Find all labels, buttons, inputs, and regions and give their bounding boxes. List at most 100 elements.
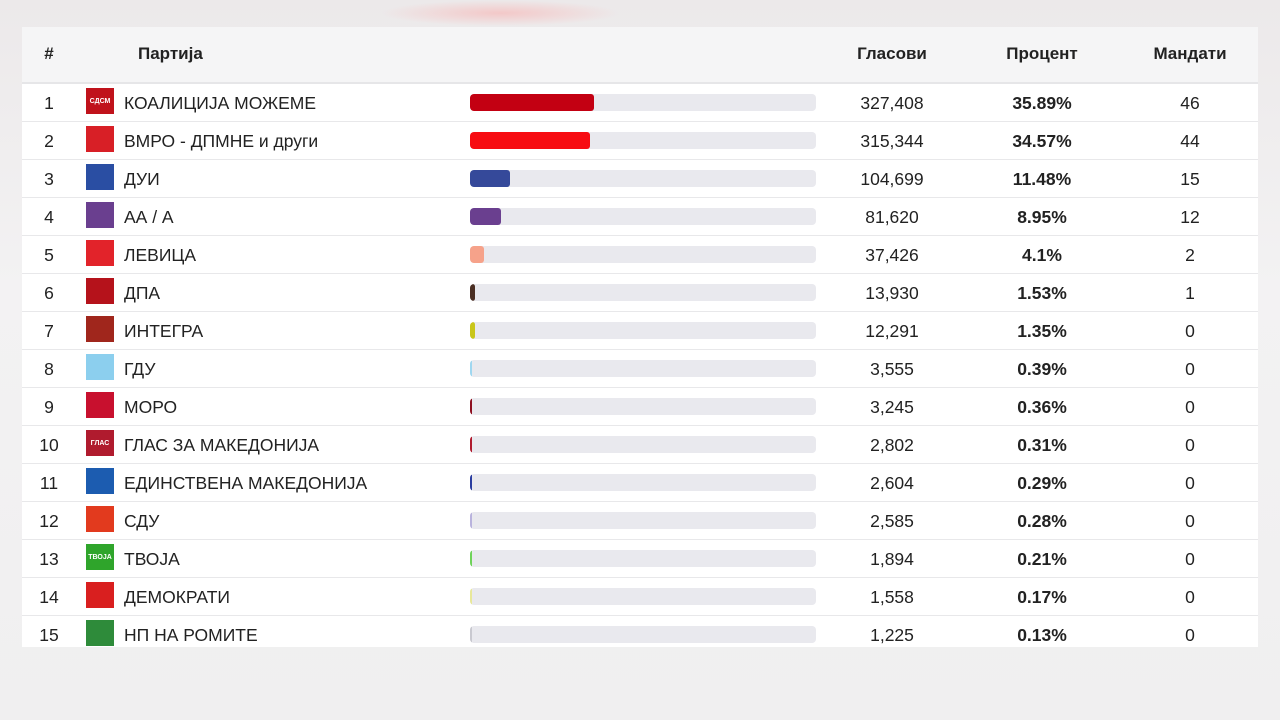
party-seats: 0 <box>1185 321 1195 341</box>
party-votes: 1,558 <box>870 587 914 607</box>
table-row[interactable]: 13 ТВОЈА ТВОЈА 1,894 0.21% 0 <box>22 540 1258 578</box>
party-logo-icon <box>86 392 116 420</box>
table-row[interactable]: 2 ВМРО - ДПМНЕ и други 315,344 34.57% 44 <box>22 122 1258 160</box>
table-row[interactable]: 14 ДЕМОКРАТИ 1,558 0.17% 0 <box>22 578 1258 616</box>
vote-share-bar-fill <box>470 246 485 263</box>
vote-share-bar <box>470 550 816 567</box>
party-name: ДЕМОКРАТИ <box>124 587 230 607</box>
vote-share-bar <box>470 398 816 415</box>
table-header: # Партија Гласови Процент Мандати <box>22 27 1258 84</box>
party-seats: 12 <box>1180 207 1200 227</box>
table-body: 1 СДСМ КОАЛИЦИЈА МОЖЕМЕ 327,408 35.89% 4… <box>22 84 1258 647</box>
party-percent: 8.95% <box>1017 207 1067 227</box>
party-votes: 12,291 <box>865 321 919 341</box>
vote-share-bar-fill <box>470 322 475 339</box>
party-logo-icon <box>86 506 116 534</box>
party-percent: 0.29% <box>1017 473 1067 493</box>
party-votes: 3,245 <box>870 397 914 417</box>
vote-share-bar <box>470 246 816 263</box>
header-party[interactable]: Партија <box>138 44 203 63</box>
vote-share-bar-fill <box>470 360 472 377</box>
vote-share-bar <box>470 436 816 453</box>
party-name: ИНТЕГРА <box>124 321 204 341</box>
party-seats: 15 <box>1180 169 1200 189</box>
party-name: МОРО <box>124 397 178 417</box>
table-row[interactable]: 4 АА / А 81,620 8.95% 12 <box>22 198 1258 236</box>
party-logo-icon <box>86 468 116 496</box>
table-row[interactable]: 11 ЕДИНСТВЕНА МАКЕДОНИЈА 2,604 0.29% 0 <box>22 464 1258 502</box>
results-table: # Партија Гласови Процент Мандати 1 СДСМ… <box>22 27 1258 647</box>
row-rank: 10 <box>39 435 59 455</box>
header-percent[interactable]: Процент <box>1006 44 1078 63</box>
table-row[interactable]: 9 МОРО 3,245 0.36% 0 <box>22 388 1258 426</box>
party-name: ГЛАС ЗА МАКЕДОНИЈА <box>124 435 320 455</box>
vote-share-bar-fill <box>470 398 472 415</box>
table-row[interactable]: 1 СДСМ КОАЛИЦИЈА МОЖЕМЕ 327,408 35.89% 4… <box>22 84 1258 122</box>
vote-share-bar <box>470 284 816 301</box>
vote-share-bar <box>470 474 816 491</box>
table-row[interactable]: 10 ГЛАС ГЛАС ЗА МАКЕДОНИЈА 2,802 0.31% 0 <box>22 426 1258 464</box>
party-percent: 11.48% <box>1012 169 1072 189</box>
header-votes[interactable]: Гласови <box>857 44 927 63</box>
row-rank: 13 <box>39 549 59 569</box>
vote-share-bar-fill <box>470 588 472 605</box>
table-row[interactable]: 15 НП НА РОМИТЕ 1,225 0.13% 0 <box>22 616 1258 647</box>
party-percent: 0.36% <box>1017 397 1067 417</box>
vote-share-bar-fill <box>470 284 476 301</box>
vote-share-bar <box>470 132 816 149</box>
table-row[interactable]: 5 ЛЕВИЦА 37,426 4.1% 2 <box>22 236 1258 274</box>
vote-share-bar <box>470 94 816 111</box>
party-name: СДУ <box>124 511 160 531</box>
party-votes: 315,344 <box>860 131 924 151</box>
party-name: КОАЛИЦИЈА МОЖЕМЕ <box>124 93 317 113</box>
party-votes: 2,604 <box>870 473 914 493</box>
party-logo-icon <box>86 240 116 268</box>
header-number[interactable]: # <box>44 44 54 63</box>
party-name: ГДУ <box>124 359 156 379</box>
party-name: ДУИ <box>124 169 160 189</box>
party-seats: 0 <box>1185 511 1195 531</box>
vote-share-bar-fill <box>470 474 472 491</box>
party-logo-icon: ТВОЈА <box>86 544 116 572</box>
party-seats: 46 <box>1180 93 1200 113</box>
vote-share-bar <box>470 170 816 187</box>
vote-share-bar-fill <box>470 626 472 643</box>
row-rank: 14 <box>39 587 59 607</box>
table-row[interactable]: 6 ДПА 13,930 1.53% 1 <box>22 274 1258 312</box>
table-row[interactable]: 3 ДУИ 104,699 11.48% 15 <box>22 160 1258 198</box>
party-logo-icon <box>86 164 116 192</box>
party-logo-icon <box>86 582 116 610</box>
vote-share-bar <box>470 208 816 225</box>
vote-share-bar-fill <box>470 170 510 187</box>
party-percent: 1.53% <box>1017 283 1067 303</box>
party-votes: 1,894 <box>870 549 914 569</box>
party-votes: 3,555 <box>870 359 914 379</box>
party-seats: 2 <box>1185 245 1195 265</box>
party-seats: 0 <box>1185 397 1195 417</box>
vote-share-bar-fill <box>470 550 472 567</box>
party-logo-icon <box>86 354 116 382</box>
row-rank: 6 <box>44 283 54 303</box>
row-rank: 9 <box>44 397 54 417</box>
party-votes: 2,585 <box>870 511 914 531</box>
row-rank: 7 <box>44 321 54 341</box>
party-percent: 35.89% <box>1012 93 1072 113</box>
vote-share-bar-fill <box>470 132 590 149</box>
party-name: ТВОЈА <box>124 549 180 569</box>
table-row[interactable]: 12 СДУ 2,585 0.28% 0 <box>22 502 1258 540</box>
party-logo-icon <box>86 278 116 306</box>
party-name: ЕДИНСТВЕНА МАКЕДОНИЈА <box>124 473 368 493</box>
party-votes: 2,802 <box>870 435 914 455</box>
vote-share-bar-fill <box>470 208 501 225</box>
vote-share-bar <box>470 626 816 643</box>
row-rank: 11 <box>39 473 59 493</box>
vote-share-bar <box>470 322 816 339</box>
table-row[interactable]: 8 ГДУ 3,555 0.39% 0 <box>22 350 1258 388</box>
header-seats[interactable]: Мандати <box>1153 44 1227 63</box>
party-seats: 0 <box>1185 473 1195 493</box>
party-logo-icon <box>86 620 116 647</box>
party-logo-icon: ГЛАС <box>86 430 116 458</box>
table-row[interactable]: 7 ИНТЕГРА 12,291 1.35% 0 <box>22 312 1258 350</box>
party-logo-icon <box>86 126 116 154</box>
party-votes: 104,699 <box>860 169 924 189</box>
